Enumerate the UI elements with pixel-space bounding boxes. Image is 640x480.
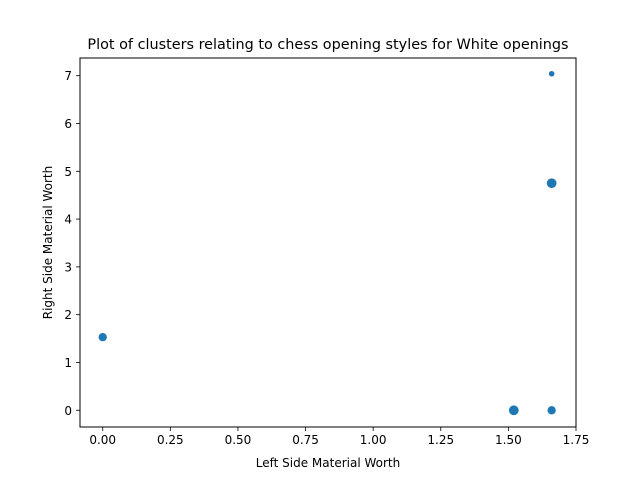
x-tick-label: 1.75 [563, 433, 590, 447]
x-tick-label: 1.00 [360, 433, 387, 447]
x-axis-label: Left Side Material Worth [256, 456, 400, 470]
y-tick-label: 1 [64, 356, 72, 370]
x-tick-label: 0.50 [225, 433, 252, 447]
y-tick-label: 3 [64, 260, 72, 274]
data-point [546, 178, 557, 189]
data-point [548, 70, 555, 77]
data-point [547, 406, 556, 415]
y-tick-label: 6 [64, 117, 72, 131]
x-tick-label: 1.50 [495, 433, 522, 447]
y-tick-label: 7 [64, 69, 72, 83]
x-axis: 0.00 0.25 0.50 0.75 1.00 1.25 1.50 1.75 [89, 427, 589, 447]
x-tick-label: 1.25 [427, 433, 454, 447]
data-point [508, 405, 519, 416]
y-tick-label: 0 [64, 404, 72, 418]
y-axis-label: Right Side Material Worth [41, 166, 55, 320]
y-axis: 0 1 2 3 4 5 6 7 [64, 69, 80, 418]
data-point [98, 332, 107, 342]
axes-frame [79, 57, 577, 428]
y-tick-label: 5 [64, 165, 72, 179]
x-tick-label: 0.75 [292, 433, 319, 447]
x-tick-label: 0.25 [157, 433, 184, 447]
plot-area [98, 70, 557, 416]
chart-title: Plot of clusters relating to chess openi… [87, 37, 568, 53]
y-tick-label: 4 [64, 213, 72, 227]
x-tick-label: 0.00 [89, 433, 116, 447]
y-tick-label: 2 [64, 308, 72, 322]
